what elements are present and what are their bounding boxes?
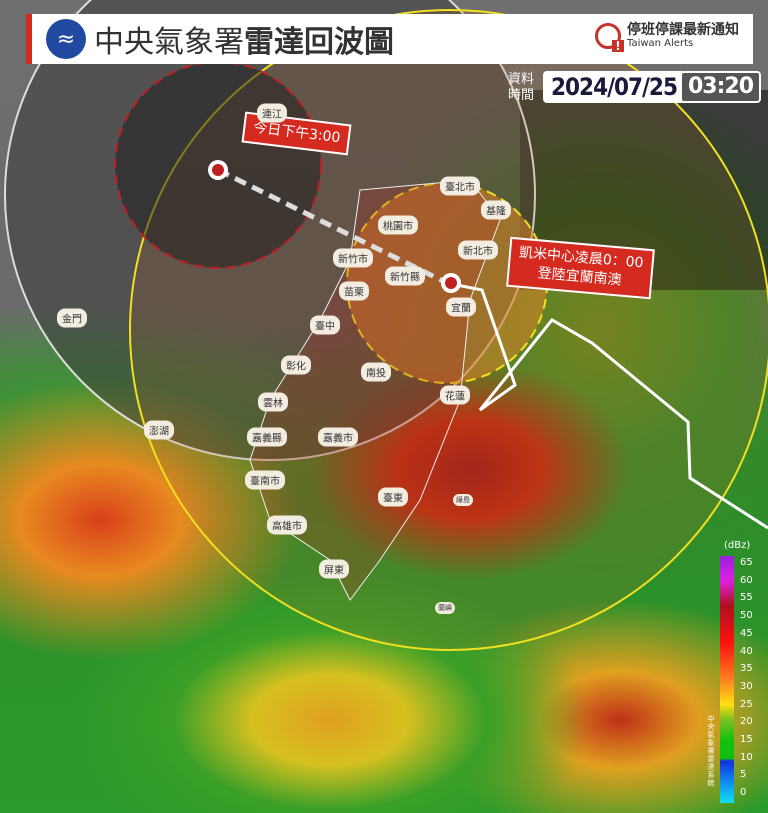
place-label: 嘉義市 — [318, 427, 358, 447]
legend-tick: 10 — [740, 751, 753, 763]
place-label: 新竹市 — [333, 248, 373, 268]
legend-tick: 20 — [740, 716, 753, 728]
legend-tick: 60 — [740, 574, 753, 586]
header-banner: ≈ 中央氣象署 雷達回波圖 停班停課最新通知 Taiwan Alerts — [26, 14, 753, 64]
data-time: 03:20 — [680, 71, 762, 103]
place-label: 臺南市 — [245, 470, 285, 490]
radar-system-label: 中央氣象署雷達系統 — [707, 715, 715, 787]
legend-tick: 5 — [740, 769, 747, 781]
legend-tick: 55 — [740, 592, 753, 604]
place-label: 新竹縣 — [385, 266, 425, 286]
place-label: 彰化 — [281, 355, 311, 375]
legend-color-bar — [720, 556, 734, 803]
page-title: 雷達回波圖 — [244, 25, 394, 60]
place-label: 臺東 — [378, 487, 408, 507]
legend-tick: 45 — [740, 627, 753, 639]
taiwan-alerts-logo: 停班停課最新通知 Taiwan Alerts — [595, 22, 739, 52]
legend-tick: 25 — [740, 698, 753, 710]
agency-name: 中央氣象署 — [94, 25, 244, 60]
place-label: 雲林 — [258, 392, 288, 412]
place-label: 澎湖 — [144, 420, 174, 440]
dbz-legend: (dBz) 65 60 55 50 45 40 35 30 25 20 15 10 5 0 — [718, 540, 768, 805]
place-label: 屏東 — [319, 559, 349, 579]
place-label: 桃園市 — [378, 215, 418, 235]
place-label: 花蓮 — [440, 385, 470, 405]
place-label: 宜蘭 — [446, 297, 476, 317]
legend-tick: 50 — [740, 610, 753, 622]
place-label: 高雄市 — [267, 515, 307, 535]
forecast-track — [216, 167, 449, 286]
place-label: 連江 — [257, 103, 287, 123]
alerts-subtitle: Taiwan Alerts — [627, 38, 694, 49]
place-label: 綠島 — [453, 494, 473, 506]
legend-tick: 0 — [740, 787, 747, 799]
place-label: 新北市 — [458, 240, 498, 260]
cwa-logo-icon: ≈ — [46, 19, 86, 59]
legend-tick: 40 — [740, 645, 753, 657]
place-label: 蘭嶼 — [435, 602, 455, 614]
alerts-title: 停班停課最新通知 — [627, 22, 739, 38]
place-label: 苗栗 — [339, 281, 369, 301]
legend-tick: 30 — [740, 680, 753, 692]
storm-track — [446, 281, 768, 530]
place-label: 基隆 — [481, 200, 511, 220]
place-label: 嘉義縣 — [247, 427, 287, 447]
place-label: 南投 — [361, 362, 391, 382]
place-label: 臺北市 — [440, 176, 480, 196]
legend-tick: 35 — [740, 663, 753, 675]
alert-icon — [595, 23, 624, 52]
legend-tick: 65 — [740, 557, 753, 568]
legend-tick: 15 — [740, 734, 753, 745]
place-label: 臺中 — [310, 315, 340, 335]
legend-unit: (dBz) — [724, 540, 751, 551]
place-label: 金門 — [57, 308, 87, 328]
data-time-label: 資料時間 — [508, 72, 535, 103]
data-date: 2024/07/25 — [543, 71, 685, 103]
